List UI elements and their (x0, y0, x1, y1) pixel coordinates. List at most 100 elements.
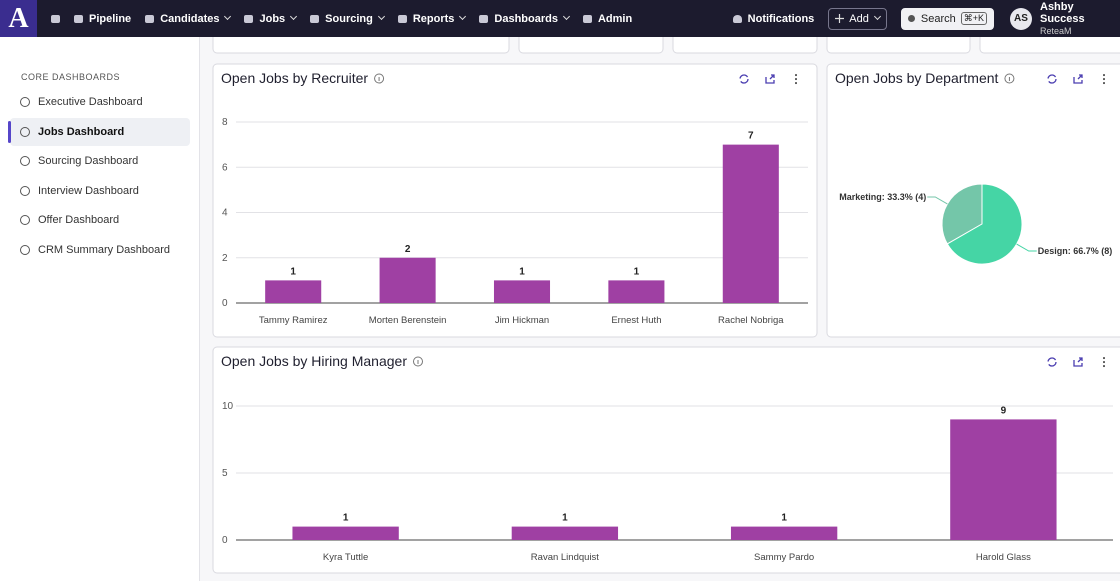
y-tick-label: 0 (222, 298, 228, 309)
notifications[interactable]: Notifications (732, 13, 814, 25)
nav-icon (397, 14, 407, 23)
y-tick-label: 5 (222, 468, 228, 479)
nav-label: Pipeline (89, 12, 132, 25)
sidebar-item[interactable]: CRM Summary Dashboard (10, 236, 190, 264)
bar (493, 280, 551, 303)
leader-line (1016, 243, 1037, 252)
sidebar-item[interactable]: Interview Dashboard (10, 177, 190, 205)
value-label: 7 (748, 131, 754, 142)
info-icon (374, 73, 385, 84)
bar (722, 144, 779, 303)
user-menu[interactable]: Ashby Success ReteaM (1040, 1, 1120, 37)
slice-label: Design: 66.7% (8) (1038, 246, 1113, 256)
item-label: Interview Dashboard (38, 184, 139, 197)
chevron (459, 12, 467, 21)
card (212, 63, 818, 338)
sidebar-item[interactable]: Sourcing Dashboard (10, 147, 190, 175)
avatar[interactable]: AS (1010, 7, 1032, 30)
org-name: ReteaM (1040, 25, 1072, 36)
chevron (377, 12, 385, 21)
x-tick-label: Jim Hickman (495, 315, 549, 326)
bar (265, 280, 322, 303)
sidebar-heading: CORE DASHBOARDS (21, 72, 121, 82)
open-button[interactable] (1073, 74, 1083, 84)
nav-item[interactable]: Reports (397, 12, 467, 25)
search-label: Search (920, 12, 956, 25)
sidebar: CORE DASHBOARDS Executive Dashboard Jobs … (0, 37, 200, 581)
y-tick-label: 6 (222, 162, 228, 173)
nav-label: Sourcing (325, 12, 373, 25)
nav-label: Dashboards (494, 12, 558, 25)
search-button[interactable]: Search ⌘+K (900, 7, 994, 30)
nav-label: Jobs (259, 12, 286, 25)
nav-item[interactable]: Jobs (244, 12, 298, 25)
chevron (562, 12, 571, 21)
nav-item[interactable]: Sourcing (310, 12, 385, 25)
plus-icon (835, 14, 845, 23)
logo[interactable]: A (0, 0, 37, 37)
y-tick-label: 0 (222, 535, 228, 546)
pie-slice (941, 183, 983, 245)
card (212, 346, 1120, 574)
x-tick-label: Ravan Lindquist (531, 552, 599, 563)
item-icon (20, 244, 30, 255)
item-icon (20, 156, 30, 166)
item-icon (20, 97, 30, 107)
value-label: 1 (634, 266, 640, 277)
sidebar-item[interactable]: Offer Dashboard (10, 206, 190, 234)
nav-item[interactable]: Pipeline (74, 13, 131, 25)
nav-icon (244, 14, 254, 23)
sidebar-item[interactable]: Jobs Dashboard (8, 117, 190, 146)
dashboard: Open Jobs by Recruiter 0 2 4 6 8 1 Tammy Ramire… (212, 37, 1120, 574)
refresh-button[interactable] (1047, 357, 1057, 367)
item-icon (20, 215, 30, 225)
value-label: 1 (290, 266, 296, 277)
add-label: Add (849, 12, 869, 25)
refresh-button[interactable] (1047, 74, 1057, 84)
nav-item[interactable]: Candidates (145, 12, 232, 25)
item-label: Offer Dashboard (38, 214, 120, 226)
value-label: 2 (405, 244, 411, 255)
open-button[interactable] (1073, 357, 1083, 367)
sidebar-item[interactable]: Executive Dashboard (10, 88, 190, 116)
x-tick-label: Kyra Tuttle (323, 552, 368, 563)
open-button[interactable] (765, 74, 775, 84)
nav-items: Pipeline Candidates Jobs Sourcing Reports Das… (60, 13, 632, 25)
top-nav: A Pipeline Candidates Jobs Sourcing Reports D… (0, 0, 1120, 37)
home[interactable] (51, 14, 60, 23)
slice-label: Marketing: 33.3% (4) (839, 192, 926, 202)
bar (511, 526, 619, 540)
x-tick-label: Tammy Ramirez (259, 315, 328, 326)
value-label: 1 (519, 266, 525, 277)
x-tick-label: Sammy Pardo (754, 552, 814, 563)
item-icon (20, 126, 30, 137)
item-label: CRM Summary Dashboard (38, 243, 171, 256)
nav-label: Candidates (160, 12, 220, 25)
user-name: Ashby Success (1040, 0, 1085, 25)
nav-item[interactable]: Dashboards (479, 12, 571, 25)
info-icon (413, 356, 423, 367)
item-icon (20, 185, 30, 196)
bar (608, 280, 665, 303)
value-label: 1 (343, 513, 349, 524)
x-tick-label: Ernest Huth (611, 315, 661, 326)
nav-icon (582, 14, 592, 23)
nav-item[interactable]: Admin (582, 13, 632, 25)
value-label: 1 (781, 513, 787, 524)
leader-line (927, 196, 948, 205)
info-icon (1004, 73, 1015, 84)
refresh-button[interactable] (739, 74, 749, 84)
bar (292, 526, 399, 540)
bar (730, 526, 838, 540)
add-button[interactable]: Add (828, 7, 887, 30)
chevron (224, 12, 232, 21)
x-tick-label: Harold Glass (976, 552, 1031, 563)
y-tick-label: 4 (222, 208, 228, 219)
x-tick-label: Rachel Nobriga (718, 315, 784, 326)
item-label: Executive Dashboard (38, 96, 143, 108)
chevron (290, 12, 298, 21)
nav-right: Notifications Add Search ⌘+K AS Ashby Suc… (719, 1, 1120, 37)
item-label: Jobs Dashboard (38, 125, 125, 138)
item-label: Sourcing Dashboard (38, 155, 139, 167)
